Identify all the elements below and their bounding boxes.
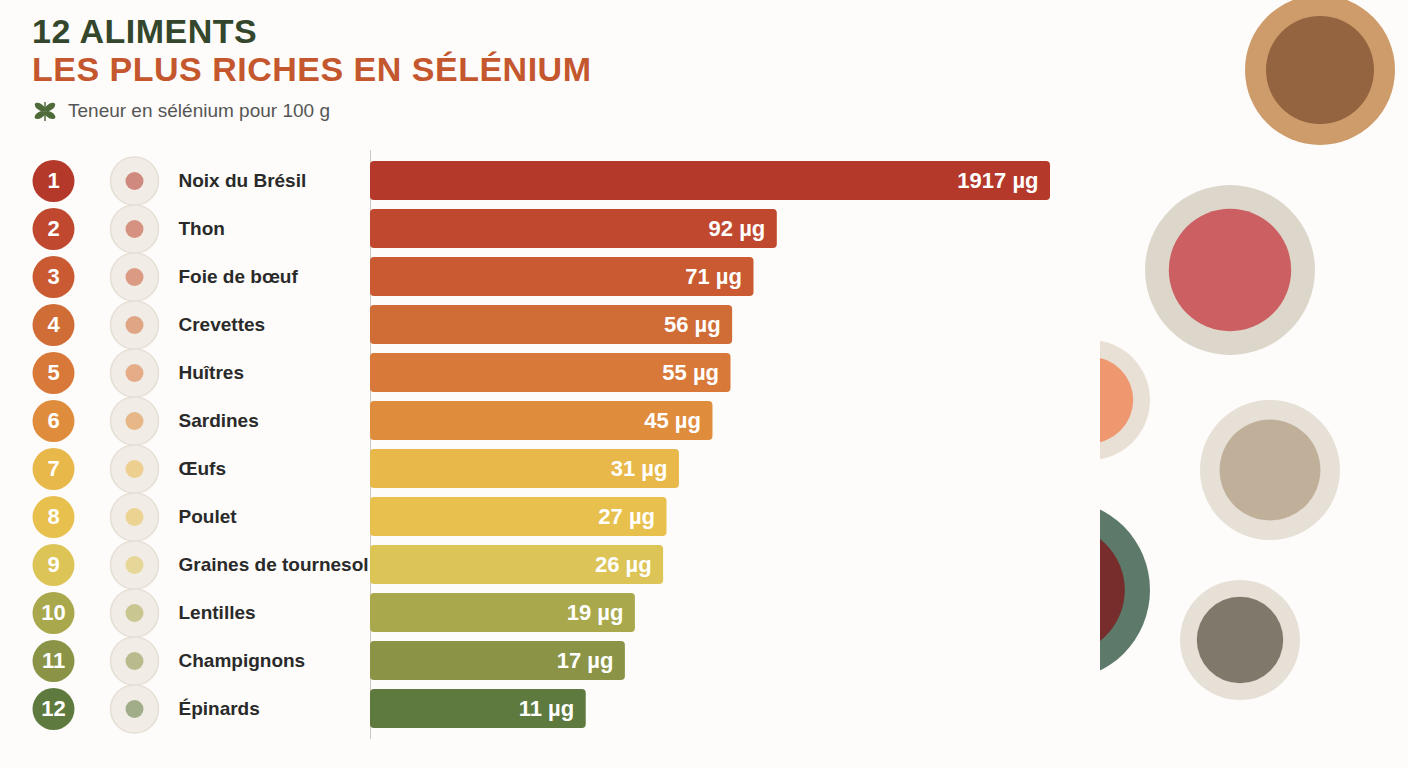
svg-text:Poulet: Poulet bbox=[179, 506, 238, 527]
svg-text:3: 3 bbox=[47, 264, 59, 289]
svg-text:8: 8 bbox=[47, 504, 59, 529]
svg-text:26 µg: 26 µg bbox=[595, 552, 652, 577]
svg-text:4: 4 bbox=[47, 312, 60, 337]
svg-text:Graines de tournesol: Graines de tournesol bbox=[179, 554, 369, 575]
svg-text:Crevettes: Crevettes bbox=[179, 314, 266, 335]
svg-text:19 µg: 19 µg bbox=[567, 600, 624, 625]
svg-text:5: 5 bbox=[47, 360, 59, 385]
svg-text:2: 2 bbox=[47, 216, 59, 241]
svg-text:Noix du Brésil: Noix du Brésil bbox=[179, 170, 307, 191]
svg-text:Champignons: Champignons bbox=[179, 650, 306, 671]
svg-text:9: 9 bbox=[47, 552, 59, 577]
svg-text:Thon: Thon bbox=[179, 218, 225, 239]
svg-text:55 µg: 55 µg bbox=[662, 360, 719, 385]
html-text:Teneur en sélénium pour 100 g: Teneur en sélénium pour 100 g bbox=[68, 100, 330, 121]
svg-text:1917 µg: 1917 µg bbox=[957, 168, 1038, 193]
svg-text:Sardines: Sardines bbox=[179, 410, 259, 431]
svg-text:71 µg: 71 µg bbox=[685, 264, 742, 289]
svg-text:11 µg: 11 µg bbox=[519, 696, 574, 721]
svg-text:1: 1 bbox=[47, 168, 59, 193]
svg-text:Œufs: Œufs bbox=[179, 458, 227, 479]
html-text:12 ALIMENTS: 12 ALIMENTS bbox=[32, 12, 258, 50]
svg-text:6: 6 bbox=[47, 408, 59, 433]
svg-text:45 µg: 45 µg bbox=[644, 408, 701, 433]
svg-text:92 µg: 92 µg bbox=[709, 216, 766, 241]
html-text:LES PLUS RICHES EN SÉLÉNIUM: LES PLUS RICHES EN SÉLÉNIUM bbox=[32, 50, 592, 88]
svg-text:Foie de bœuf: Foie de bœuf bbox=[179, 266, 299, 287]
svg-text:27 µg: 27 µg bbox=[598, 504, 655, 529]
svg-text:17 µg: 17 µg bbox=[557, 648, 614, 673]
svg-text:56 µg: 56 µg bbox=[664, 312, 721, 337]
svg-text:Épinards: Épinards bbox=[179, 698, 260, 719]
svg-text:Huîtres: Huîtres bbox=[179, 362, 244, 383]
svg-text:7: 7 bbox=[47, 456, 59, 481]
svg-text:12: 12 bbox=[41, 696, 65, 721]
svg-text:10: 10 bbox=[41, 600, 65, 625]
svg-text:Lentilles: Lentilles bbox=[179, 602, 256, 623]
svg-text:31 µg: 31 µg bbox=[611, 456, 668, 481]
svg-text:11: 11 bbox=[42, 648, 65, 673]
